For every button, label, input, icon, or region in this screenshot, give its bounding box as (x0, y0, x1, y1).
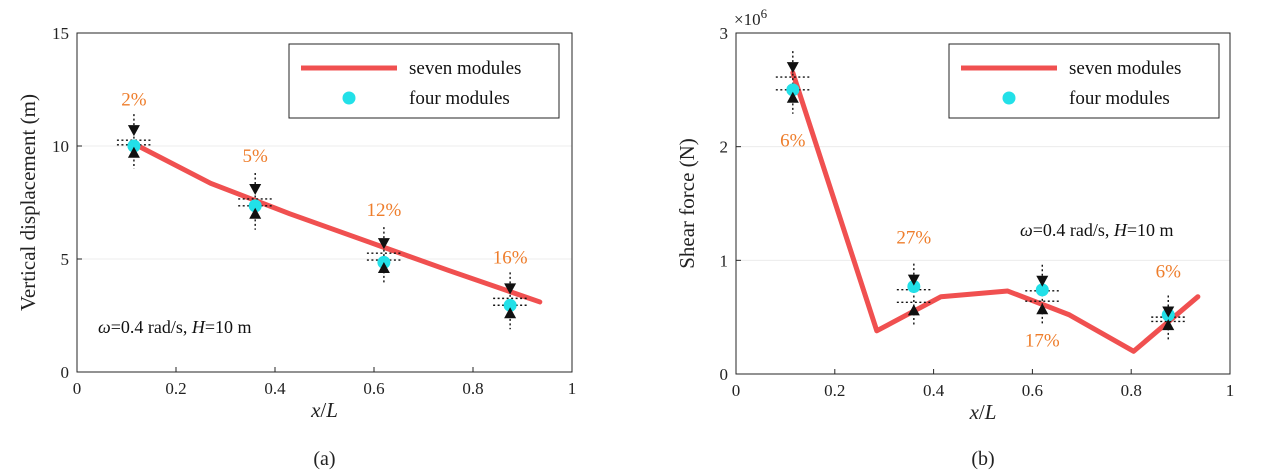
percentage-label: 5% (243, 146, 269, 167)
x-tick-label: 0.8 (462, 379, 483, 398)
percentage-label: 17% (1025, 331, 1060, 352)
x-tick-label: 0.6 (363, 379, 384, 398)
upper-bound-triangle (377, 238, 390, 250)
lower-bound-triangle (127, 146, 140, 158)
condition-note: ω=0.4 rad/s, H=10 m (1020, 220, 1174, 240)
percentage-label: 2% (121, 89, 147, 110)
lower-bound-triangle (1036, 303, 1049, 315)
x-tick-label: 0.2 (165, 379, 186, 398)
four-modules-point (775, 51, 810, 114)
y-tick-label: 2 (720, 138, 729, 157)
percentage-label: 6% (780, 131, 806, 152)
x-axis-label: x/L (969, 400, 997, 424)
upper-bound-triangle (1036, 275, 1049, 287)
legend-label: four modules (409, 88, 510, 109)
legend-label: seven modules (409, 58, 521, 79)
lower-bound-triangle (249, 207, 262, 219)
legend-label: four modules (1069, 88, 1170, 109)
y-tick-label: 15 (52, 24, 69, 43)
four-modules-point (1025, 264, 1060, 326)
lower-bound-triangle (907, 304, 920, 316)
four-modules-point (366, 227, 401, 285)
x-tick-label: 0.8 (1121, 381, 1142, 400)
upper-bound-triangle (907, 274, 920, 286)
lower-bound-triangle (786, 91, 799, 103)
legend-box (948, 43, 1220, 119)
series-line-seven-modules (790, 70, 1201, 354)
percentage-label: 16% (493, 248, 528, 269)
four-modules-point (116, 114, 151, 169)
legend-swatch-marker (342, 91, 356, 105)
legend: seven modules four modules (288, 43, 560, 119)
percentage-label: 27% (896, 227, 931, 248)
x-tick-label: 0.4 (264, 379, 286, 398)
y-axis-label: Shear force (N) (675, 138, 699, 269)
four-modules-point (1151, 295, 1186, 342)
y-tick-label: 3 (720, 24, 729, 43)
panel-label: (a) (313, 448, 335, 470)
four-modules-point (238, 172, 273, 230)
four-modules-marker (907, 279, 921, 293)
four-modules-marker (503, 298, 517, 312)
x-tick-label: 1 (1226, 381, 1235, 400)
four-modules-point (896, 263, 931, 327)
chart-panel-b: 0 0.2 0.4 0.6 0.8 1 0 1 2 3 x/L Shear force (N) (b) ×… (675, 6, 1234, 470)
x-axis-label: x/L (310, 398, 338, 422)
lower-bound-triangle (377, 262, 390, 274)
percentage-label: 12% (366, 200, 401, 221)
plot-area (76, 32, 573, 373)
x-tick-label: 1 (568, 379, 577, 398)
lower-bound-triangle (1162, 319, 1175, 331)
four-modules-point (493, 272, 528, 330)
y-tick-label: 5 (61, 250, 70, 269)
lower-bound-triangle (504, 307, 517, 319)
percentage-label: 6% (1156, 261, 1182, 282)
upper-bound-triangle (249, 183, 262, 195)
four-modules-marker (248, 199, 262, 213)
condition-note: ω=0.4 rad/s, H=10 m (98, 317, 252, 337)
y-tick-label: 0 (720, 365, 729, 384)
legend-swatch-marker (1002, 91, 1016, 105)
four-modules-marker (1035, 283, 1049, 297)
series-line-seven-modules (131, 141, 543, 305)
x-tick-label: 0.2 (824, 381, 845, 400)
legend-box (288, 43, 560, 119)
y-tick-label: 0 (61, 363, 70, 382)
y-tick-label: 1 (720, 251, 729, 270)
y-axis-label: Vertical displacement (m) (16, 94, 40, 311)
legend-label: seven modules (1069, 58, 1181, 79)
upper-bound-triangle (1162, 306, 1175, 318)
y-multiplier: ×106 (734, 6, 768, 29)
x-tick-label: 0 (732, 381, 741, 400)
x-tick-label: 0 (73, 379, 82, 398)
four-modules-marker (786, 83, 800, 97)
x-tick-label: 0.4 (923, 381, 945, 400)
upper-bound-triangle (504, 283, 517, 295)
plot-area (735, 32, 1231, 375)
upper-bound-triangle (127, 125, 140, 137)
panel-label: (b) (971, 448, 994, 470)
upper-bound-triangle (786, 62, 799, 74)
x-tick-label: 0.6 (1022, 381, 1043, 400)
y-tick-label: 10 (52, 137, 69, 156)
legend: seven modules four modules (948, 43, 1220, 119)
four-modules-marker (127, 139, 141, 153)
